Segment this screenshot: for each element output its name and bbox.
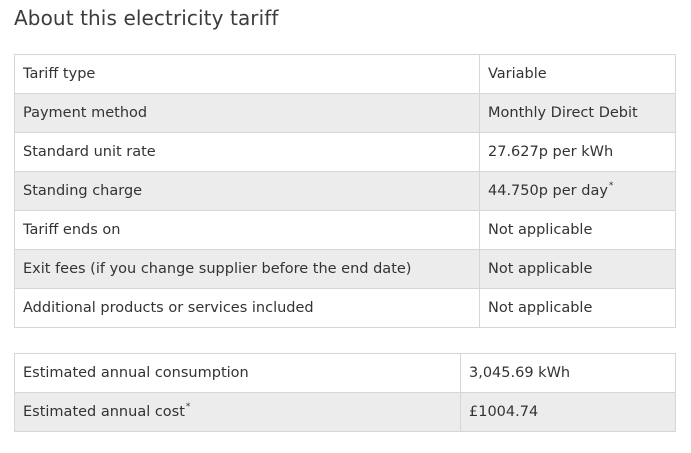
- page-title: About this electricity tariff: [14, 6, 279, 30]
- row-value-text: Not applicable: [488, 222, 593, 238]
- row-value: Not applicable: [479, 249, 676, 289]
- row-value: 44.750p per day*: [479, 171, 676, 211]
- table-row-standard-unit-rate: Standard unit rate 27.627p per kWh: [14, 132, 676, 172]
- row-value-text: Not applicable: [488, 300, 593, 316]
- footnote-asterisk: *: [185, 402, 191, 412]
- row-label: Tariff type: [14, 54, 480, 94]
- row-value: Not applicable: [479, 210, 676, 250]
- row-label: Additional products or services included: [14, 288, 480, 328]
- row-label: Payment method: [14, 93, 480, 133]
- table-row-standing-charge: Standing charge 44.750p per day*: [14, 171, 676, 211]
- row-value: Variable: [479, 54, 676, 94]
- table-row-payment-method: Payment method Monthly Direct Debit: [14, 93, 676, 133]
- row-label: Estimated annual cost*: [14, 392, 461, 432]
- table-row-estimated-consumption: Estimated annual consumption 3,045.69 kW…: [14, 353, 676, 393]
- row-value: 3,045.69 kWh: [460, 353, 676, 393]
- tariff-details-table: Tariff type Variable Payment method Mont…: [14, 54, 676, 328]
- table-row-tariff-type: Tariff type Variable: [14, 54, 676, 94]
- row-value: Monthly Direct Debit: [479, 93, 676, 133]
- row-label: Exit fees (if you change supplier before…: [14, 249, 480, 289]
- row-label: Tariff ends on: [14, 210, 480, 250]
- table-row-exit-fees: Exit fees (if you change supplier before…: [14, 249, 676, 289]
- row-label: Standing charge: [14, 171, 480, 211]
- footnote-asterisk: *: [608, 181, 614, 191]
- annual-estimate-table: Estimated annual consumption 3,045.69 kW…: [14, 353, 676, 432]
- table-row-additional-products: Additional products or services included…: [14, 288, 676, 328]
- row-label: Estimated annual consumption: [14, 353, 461, 393]
- table-row-estimated-cost: Estimated annual cost* £1004.74: [14, 392, 676, 432]
- row-value: Not applicable: [479, 288, 676, 328]
- row-value-text: Monthly Direct Debit: [488, 105, 638, 121]
- row-value: 27.627p per kWh: [479, 132, 676, 172]
- row-value-text: 27.627p per kWh: [488, 144, 614, 160]
- row-label: Standard unit rate: [14, 132, 480, 172]
- row-value-text: 44.750p per day: [488, 183, 608, 199]
- row-label-text: Estimated annual cost: [23, 404, 185, 420]
- row-value: £1004.74: [460, 392, 676, 432]
- table-row-tariff-ends-on: Tariff ends on Not applicable: [14, 210, 676, 250]
- row-label-text: Estimated annual consumption: [23, 365, 249, 381]
- row-value-text: Not applicable: [488, 261, 593, 277]
- row-value-text: Variable: [488, 66, 547, 82]
